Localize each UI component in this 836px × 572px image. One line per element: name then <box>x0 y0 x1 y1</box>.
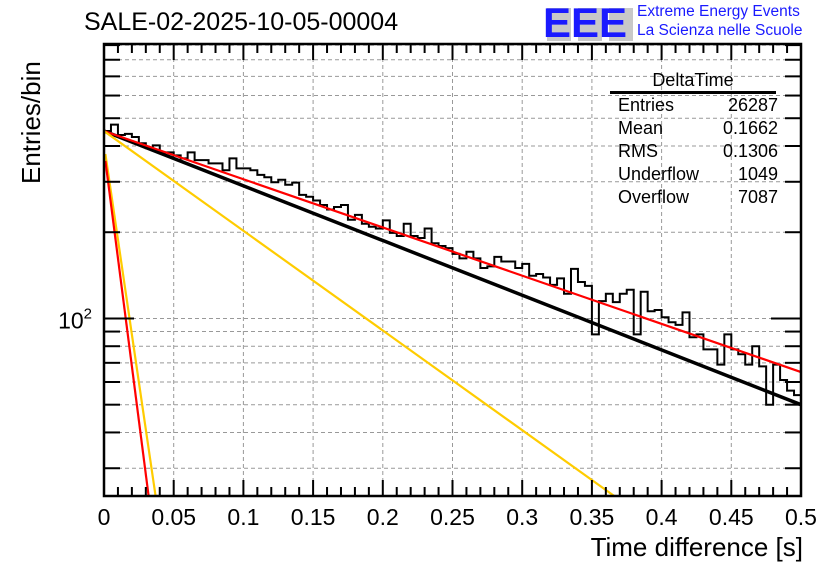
fast-component-yellow-line <box>104 153 157 497</box>
stats-label: Mean <box>618 118 664 138</box>
x-tick-label: 0.35 <box>570 504 615 530</box>
stats-value: 7087 <box>737 187 778 207</box>
stats-label: RMS <box>618 141 658 161</box>
stats-value: 0.1306 <box>722 141 778 161</box>
stats-row-rms: RMS 0.1306 <box>610 140 778 163</box>
stats-label: Overflow <box>618 187 690 207</box>
x-tick-label: 0.05 <box>151 504 196 530</box>
stats-row-overflow: Overflow 7087 <box>610 186 778 209</box>
slow-component-yellow-line <box>103 130 615 497</box>
eee-logo-icon: EEE <box>543 2 633 42</box>
x-tick-label: 0.1 <box>227 504 259 530</box>
stats-value: 0.1662 <box>722 118 778 138</box>
fast-component-red-line <box>104 160 150 497</box>
total-fit-line <box>103 129 802 407</box>
slow-component-red-line <box>103 130 802 374</box>
stats-box: DeltaTime Entries 26287 Mean 0.1662 RMS 0.1… <box>610 70 780 209</box>
y-tick-label: 102 <box>58 305 92 333</box>
stats-row-underflow: Underflow 1049 <box>610 163 778 186</box>
stats-value: 1049 <box>737 164 778 184</box>
x-tick-label: 0.2 <box>367 504 399 530</box>
logo-line2: La Scienza nelle Scuole <box>637 22 803 39</box>
x-tick-label: 0.45 <box>709 504 754 530</box>
x-tick-label: 0.15 <box>291 504 336 530</box>
stats-label: Entries <box>618 95 675 115</box>
x-tick-label: 0 <box>98 504 111 530</box>
y-axis-label: Entries/bin <box>16 61 46 184</box>
x-axis-label: Time difference [s] <box>590 532 803 562</box>
x-tick-label: 0.3 <box>506 504 538 530</box>
stats-divider <box>610 91 776 94</box>
chart-title: SALE-02-2025-10-05-00004 <box>84 8 399 36</box>
logo-text: Extreme Energy Events La Scienza nelle S… <box>637 2 802 40</box>
stats-row-entries: Entries 26287 <box>610 94 778 117</box>
x-tick-label: 0.4 <box>646 504 678 530</box>
stats-label: Underflow <box>618 164 700 184</box>
x-tick-label: 0.25 <box>430 504 475 530</box>
logo-letters: EEE <box>543 2 627 42</box>
logo-line1: Extreme Energy Events <box>637 3 800 20</box>
x-tick-label: 0.5 <box>785 504 817 530</box>
stats-row-mean: Mean 0.1662 <box>610 117 778 140</box>
stats-value: 26287 <box>727 95 778 115</box>
stats-title: DeltaTime <box>652 70 734 90</box>
